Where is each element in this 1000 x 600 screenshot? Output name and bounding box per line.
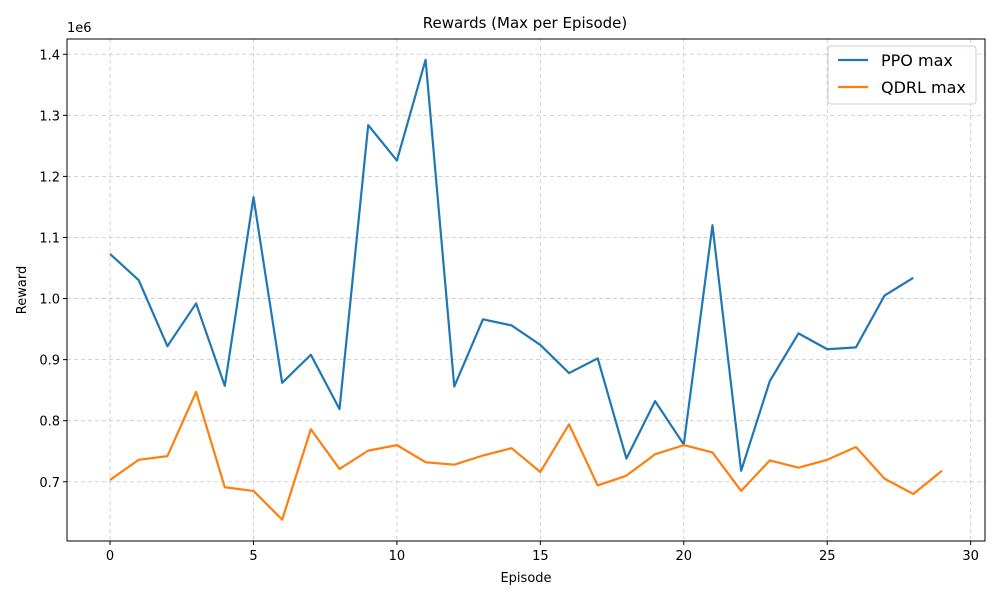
x-tick-label: 5 xyxy=(249,549,257,564)
y-tick-label: 0.9 xyxy=(39,354,60,369)
y-tick-label: 1.3 xyxy=(39,109,60,124)
x-tick-label: 10 xyxy=(389,549,406,564)
x-tick-label: 15 xyxy=(532,549,549,564)
y-tick-label: 1.4 xyxy=(39,48,60,63)
legend: PPO max QDRL max xyxy=(827,45,977,105)
series-lines xyxy=(109,58,943,521)
x-tick-label: 0 xyxy=(106,549,114,564)
series-line-ppo-max xyxy=(109,58,914,472)
y-tick-label: 0.7 xyxy=(39,476,60,491)
x-axis-label: Episode xyxy=(500,571,551,586)
x-tick-label: 30 xyxy=(962,549,979,564)
y-axis-label: Reward xyxy=(15,266,30,314)
plot-frame xyxy=(66,38,986,542)
x-tick-label: 20 xyxy=(676,549,693,564)
y-tick-label: 1.2 xyxy=(39,170,60,185)
grid-lines xyxy=(67,39,985,541)
y-axis-ticks: 0.7 0.8 0.9 1.0 1.1 1.2 1.3 1.4 xyxy=(39,48,67,491)
legend-label-qdrl-max: QDRL max xyxy=(881,78,966,97)
y-tick-label: 0.8 xyxy=(39,415,60,430)
legend-label-ppo-max: PPO max xyxy=(881,51,953,70)
y-offset-label: 1e6 xyxy=(67,21,92,36)
y-tick-label: 1.0 xyxy=(39,293,60,308)
x-axis-ticks: 0 5 10 15 20 25 30 xyxy=(106,541,979,564)
x-tick-label: 25 xyxy=(819,549,836,564)
y-tick-label: 1.1 xyxy=(39,231,60,246)
series-line-qdrl-max xyxy=(109,390,943,521)
chart-title: Rewards (Max per Episode) xyxy=(423,14,628,32)
